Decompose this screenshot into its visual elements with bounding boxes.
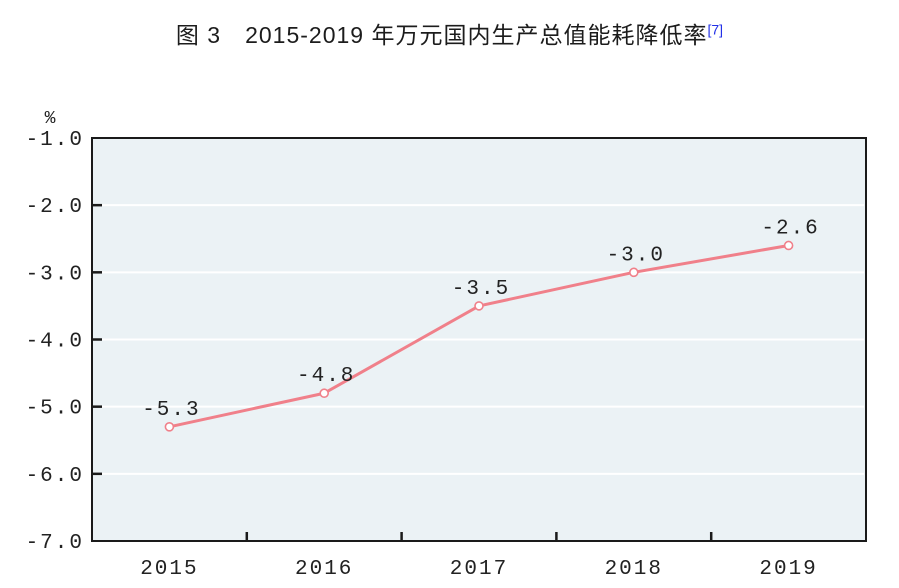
data-point-label: -3.0 bbox=[607, 244, 665, 267]
data-point-label: -2.6 bbox=[761, 217, 819, 240]
y-tick-label: -1.0 bbox=[26, 129, 84, 152]
y-tick-label: -4.0 bbox=[26, 331, 84, 354]
y-tick-label: -3.0 bbox=[26, 263, 84, 286]
y-axis-unit-label: % bbox=[45, 109, 56, 129]
y-tick-label: -6.0 bbox=[26, 465, 84, 488]
y-tick-label: -7.0 bbox=[26, 532, 84, 555]
data-point bbox=[164, 422, 175, 432]
figure-title: 图 3 2015-2019 年万元国内生产总值能耗降低率[7] bbox=[0, 16, 899, 50]
x-tick-label: 2016 bbox=[295, 558, 353, 581]
figure-title-text: 图 3 2015-2019 年万元国内生产总值能耗降低率 bbox=[175, 22, 708, 48]
y-tick-label: -2.0 bbox=[26, 196, 84, 219]
data-point-label: -5.3 bbox=[142, 399, 200, 422]
data-point bbox=[783, 240, 794, 251]
data-point-label: -3.5 bbox=[452, 278, 510, 301]
data-point bbox=[474, 301, 484, 311]
x-tick-label: 2015 bbox=[140, 558, 198, 581]
footnote-ref-link[interactable]: [7] bbox=[707, 21, 724, 38]
data-point-label: -4.8 bbox=[297, 365, 355, 388]
y-tick-label: -5.0 bbox=[26, 398, 84, 421]
x-tick-label: 2017 bbox=[450, 558, 508, 581]
data-point bbox=[628, 267, 639, 278]
x-tick-label: 2018 bbox=[605, 558, 663, 581]
x-tick-label: 2019 bbox=[759, 558, 817, 581]
data-point bbox=[319, 388, 330, 399]
